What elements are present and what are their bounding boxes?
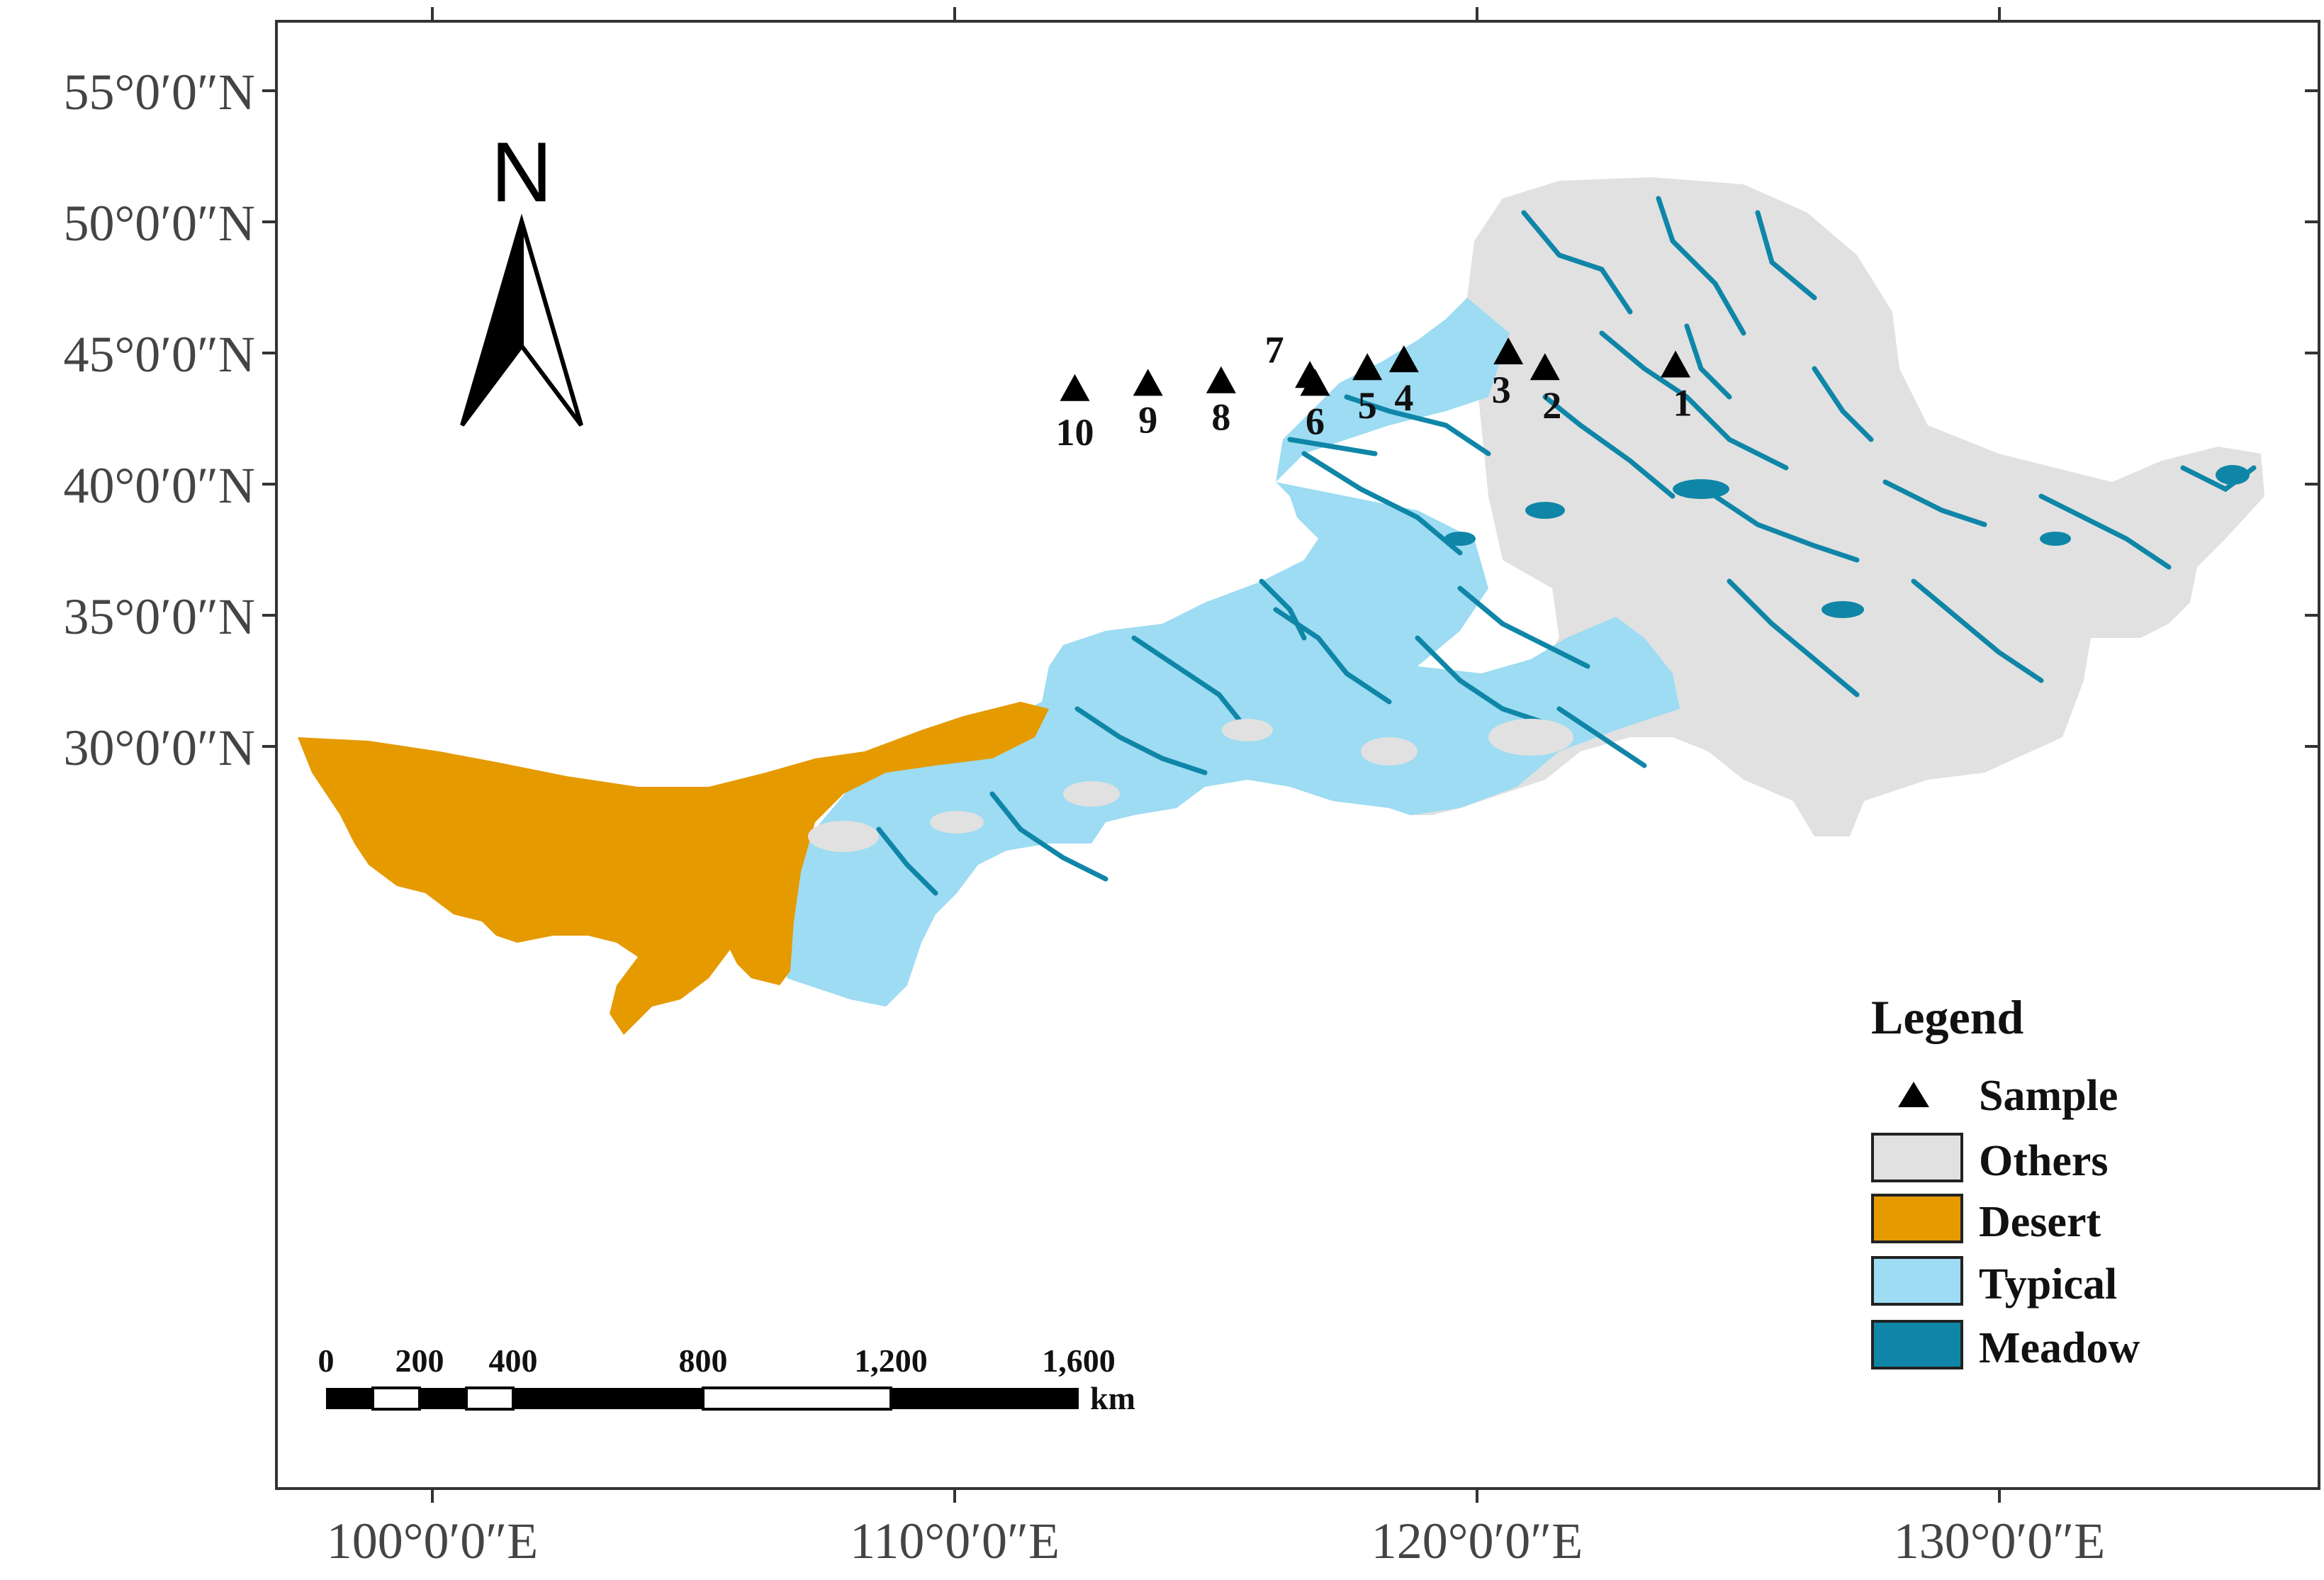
lon-tick-label: 100°0′0″E	[327, 1513, 539, 1569]
sample-marker-8	[1206, 366, 1236, 393]
grassland-regions	[298, 177, 2264, 1035]
lat-tick-label: 55°0′0″N	[63, 64, 255, 121]
legend-label-others: Others	[1979, 1137, 2109, 1185]
sample-label-10: 10	[1056, 411, 1094, 454]
scale-seg-2	[371, 1386, 421, 1411]
scale-label-200: 200	[395, 1343, 444, 1379]
sample-marker-2	[1529, 353, 1560, 381]
scale-seg-1	[326, 1388, 373, 1409]
map-frame	[275, 20, 2320, 1490]
sample-marker-7	[1295, 361, 1325, 388]
legend-title: Legend	[1871, 990, 2024, 1044]
sample-label-5: 5	[1358, 384, 1377, 427]
scale-seg-4	[465, 1386, 515, 1411]
scale-bar: 0 200 400 800 1,200 1,600 km	[318, 1343, 1135, 1416]
sample-label-7: 7	[1265, 328, 1284, 371]
scale-label-800: 800	[679, 1343, 728, 1379]
legend-swatch-others	[1871, 1133, 1963, 1182]
sample-marker-9	[1133, 369, 1163, 396]
sample-label-1: 1	[1673, 382, 1693, 425]
sample-marker-1	[1661, 350, 1691, 378]
lon-tick-label: 130°0′0″E	[1894, 1513, 2106, 1569]
lat-tick-label: 45°0′0″N	[63, 326, 255, 383]
sample-marker-3	[1493, 337, 1524, 364]
sample-label-4: 4	[1394, 376, 1413, 419]
latitude-axis: 55°0′0″N 50°0′0″N 45°0′0″N 40°0′0″N 35°0′0″N…	[63, 64, 2319, 776]
scale-label-1200: 1,200	[854, 1343, 928, 1379]
sample-marker-10	[1060, 374, 1090, 401]
sample-label-8: 8	[1211, 396, 1230, 439]
north-arrow-outline	[460, 213, 583, 427]
legend-swatch-meadow	[1871, 1320, 1963, 1369]
sample-marker-5	[1352, 353, 1383, 381]
sample-label-3: 3	[1492, 369, 1511, 411]
north-arrow-letter: N	[491, 125, 553, 220]
legend-label-typical: Typical	[1979, 1260, 2117, 1309]
lat-tick-label: 30°0′0″N	[63, 719, 255, 776]
legend-label-meadow: Meadow	[1979, 1324, 2140, 1372]
legend-sample-icon	[1898, 1082, 1929, 1107]
scale-seg-3	[420, 1388, 466, 1409]
lat-tick-label: 35°0′0″N	[63, 588, 255, 645]
scale-label-1600: 1,600	[1042, 1343, 1116, 1379]
legend-label-desert: Desert	[1979, 1198, 2101, 1246]
region-meadow	[876, 196, 2257, 896]
sample-marker-4	[1388, 345, 1419, 373]
region-others-patches	[808, 719, 1573, 852]
north-arrow: N	[460, 125, 583, 427]
scale-label-400: 400	[489, 1343, 538, 1379]
scale-seg-7	[891, 1388, 1079, 1409]
legend-swatch-desert	[1871, 1194, 1963, 1243]
sample-label-2: 2	[1542, 384, 1561, 427]
longitude-axis: 100°0′0″E 110°0′0″E 120°0′0″E 130°0′0″E	[327, 7, 2106, 1569]
legend-label-sample: Sample	[1979, 1072, 2118, 1120]
sample-label-6: 6	[1306, 400, 1325, 442]
scale-label-0: 0	[318, 1343, 335, 1379]
region-typical	[787, 298, 1680, 1007]
scale-unit: km	[1090, 1380, 1135, 1416]
lat-tick-label: 40°0′0″N	[63, 457, 255, 514]
region-meadow-patches	[1444, 465, 2250, 618]
lat-tick-label: 50°0′0″N	[63, 195, 255, 252]
scale-seg-5	[513, 1388, 703, 1409]
legend-swatch-typical	[1871, 1256, 1963, 1306]
lon-tick-label: 120°0′0″E	[1371, 1513, 1583, 1569]
region-desert	[298, 702, 1049, 1035]
scale-seg-6	[702, 1386, 892, 1411]
legend: Legend Sample Others Desert Typical Meadow	[1871, 990, 2140, 1372]
lon-tick-label: 110°0′0″E	[850, 1513, 1060, 1569]
sample-label-9: 9	[1138, 398, 1157, 441]
